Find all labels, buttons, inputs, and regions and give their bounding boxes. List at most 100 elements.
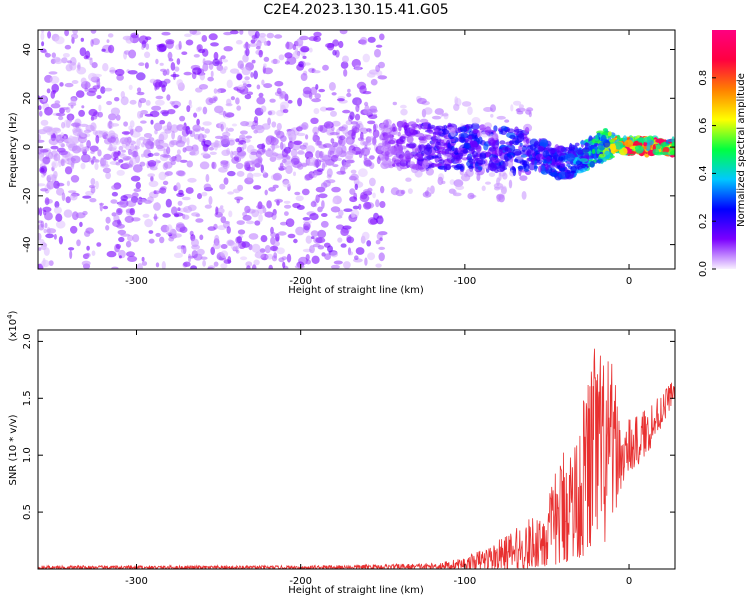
spectrogram-cell — [187, 177, 197, 183]
spectrogram-cell — [189, 130, 193, 135]
spectrogram-cell — [366, 240, 372, 247]
spectrogram-cell — [47, 174, 57, 178]
spectrogram-y-axis-label: Frequency (Hz) — [8, 112, 19, 188]
spectrogram-cell — [314, 93, 322, 99]
spectrogram-cell — [148, 180, 159, 188]
spectrogram-cell — [38, 145, 43, 155]
spectrogram-cell — [244, 76, 250, 81]
spectrogram-cell — [375, 44, 383, 48]
spectrogram-cell — [245, 135, 253, 139]
spectrogram-cell — [102, 205, 109, 210]
spectrogram-cell — [453, 154, 463, 161]
spectrogram-cell — [38, 154, 43, 162]
spectrogram-cell — [277, 231, 287, 236]
spectrogram-cell — [320, 220, 329, 228]
spectrogram-cell — [71, 80, 79, 84]
spectrogram-cell — [242, 214, 252, 221]
spectrogram-cell — [142, 213, 150, 218]
spectrogram-cell — [201, 140, 206, 146]
spectrogram-cell — [338, 40, 344, 49]
spectrogram-cell — [176, 222, 185, 229]
spectrogram-cell — [514, 151, 522, 156]
spectrogram-cell — [70, 161, 75, 168]
spectrogram-cell — [481, 164, 490, 170]
spectrogram-cell — [137, 87, 142, 93]
spectrogram-cell — [62, 53, 70, 58]
spectrogram-cell — [166, 232, 173, 235]
spectrogram-cell — [209, 151, 217, 155]
spectrogram-cell — [191, 147, 200, 156]
spectrogram-cell — [467, 165, 474, 169]
spectrogram-cell — [197, 133, 205, 143]
spectrogram-cell — [50, 103, 61, 109]
spectrogram-cell — [455, 185, 465, 191]
spectrogram-cell — [354, 255, 359, 260]
spectrogram-cell — [250, 39, 256, 44]
spectrogram-cell — [474, 134, 478, 140]
spectrogram-cell — [88, 108, 98, 117]
spectrogram-cell — [378, 252, 385, 262]
spectrogram-cell — [48, 260, 54, 266]
snr-panel: -300 -200 -100 0 0.5 1.0 1.5 2.0 Height of str… — [6, 310, 676, 596]
spectrogram-cell — [268, 264, 273, 269]
spectrogram-cell — [441, 180, 446, 185]
spectrogram-cell — [285, 41, 294, 50]
spectrogram-cell — [176, 79, 184, 88]
spectrogram-cell — [535, 153, 545, 161]
spectrogram-cell — [58, 115, 64, 121]
spectrogram-cell — [67, 60, 72, 64]
spectrogram-y-ticks: -40 -20 0 20 40 — [22, 43, 675, 253]
spectrogram-cell — [149, 110, 160, 118]
spectrogram-cell — [240, 256, 248, 261]
spectrogram-cell — [191, 238, 199, 248]
spectrogram-cell — [177, 135, 183, 144]
y-tick-label: 0 — [22, 144, 33, 150]
y-tick-label: 2.0 — [22, 333, 33, 349]
spectrogram-cell — [500, 125, 508, 131]
spectrogram-cell — [337, 98, 345, 102]
spectrogram-cell — [381, 138, 386, 147]
spectrogram-cell — [86, 90, 97, 97]
spectrogram-cell — [300, 73, 308, 81]
spectrogram-cell — [80, 132, 91, 138]
spectrogram-cell — [414, 169, 423, 178]
spectrogram-cell — [267, 147, 272, 152]
spectrogram-cell — [223, 177, 229, 185]
spectrogram-cell — [116, 74, 124, 81]
spectrogram-cell — [264, 189, 268, 196]
spectrogram-cell — [128, 125, 133, 131]
spectrogram-cell — [375, 239, 381, 245]
spectrogram-cell — [381, 146, 389, 152]
spectrogram-cell — [210, 246, 215, 255]
spectrogram-cell — [343, 208, 353, 212]
spectrogram-cell — [534, 163, 538, 172]
spectrogram-cell — [253, 116, 259, 124]
spectrogram-cell — [340, 243, 347, 248]
spectrogram-cell — [516, 110, 524, 115]
spectrogram-cell — [54, 36, 65, 45]
spectrogram-cell — [375, 64, 381, 72]
spectrogram-cell — [350, 173, 359, 181]
spectrogram-cell — [266, 32, 275, 39]
spectrogram-cell — [164, 128, 172, 134]
spectrogram-cell — [39, 239, 45, 245]
spectrogram-cell — [138, 62, 145, 66]
spectrogram-cell — [120, 91, 126, 99]
spectrogram-cell — [90, 186, 96, 194]
spectrogram-cell — [496, 115, 506, 120]
spectrogram-cell — [44, 222, 48, 229]
spectrogram-cells — [38, 30, 675, 269]
spectrogram-cell — [284, 148, 291, 154]
spectrogram-cell — [207, 226, 216, 231]
spectrogram-cell — [279, 162, 284, 169]
spectrogram-cell — [296, 126, 303, 132]
spectrogram-cell — [493, 157, 500, 164]
spectrogram-cell — [459, 165, 464, 171]
spectrogram-cell — [331, 92, 337, 96]
spectrogram-cell — [155, 138, 161, 148]
spectrogram-cell — [132, 234, 140, 243]
spectrogram-cell — [276, 122, 282, 131]
spectrogram-cell — [437, 146, 446, 150]
spectrogram-cell — [65, 63, 73, 72]
spectrogram-cell — [89, 198, 97, 203]
